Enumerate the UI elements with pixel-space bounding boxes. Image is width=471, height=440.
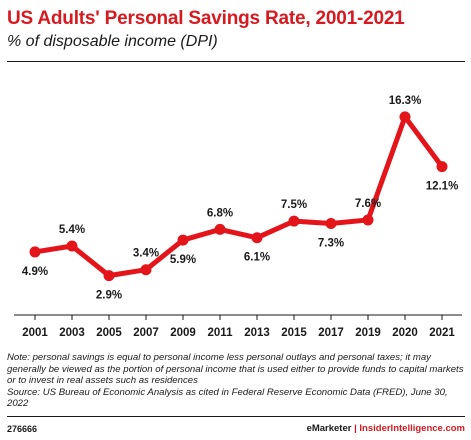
data-labels: 4.9% 5.4% 2.9% 3.4% 5.9% 6.8% 6.1% 7.5% 7.3% 7.6%…: [22, 95, 458, 302]
data-label-2020: 16.3%: [389, 95, 422, 107]
x-tick-label-2005: 2005: [96, 327, 122, 339]
series-line: [32, 114, 445, 279]
title-divider: [7, 61, 465, 62]
data-point-2017: [325, 217, 337, 229]
data-label-2019: 7.6%: [355, 198, 381, 210]
data-label-2011: 6.8%: [207, 207, 233, 219]
data-point-2019: [362, 214, 374, 226]
chart-subtitle: % of disposable income (DPI): [7, 33, 218, 50]
data-point-2020: [399, 111, 411, 123]
data-label-2015: 7.5%: [281, 199, 307, 211]
chart-notes: Note: personal savings is equal to perso…: [7, 352, 469, 410]
x-tick-label-2021: 2021: [429, 327, 455, 339]
brand-credit: eMarketer | InsiderIntelligence.com: [307, 423, 465, 434]
x-tick-label-2015: 2015: [281, 327, 307, 339]
footer-divider: [7, 416, 465, 417]
data-label-2001: 4.9%: [22, 266, 48, 278]
x-tick-label-2013: 2013: [244, 327, 270, 339]
data-point-2021: [436, 161, 448, 173]
x-axis: [14, 314, 462, 320]
data-label-2005: 2.9%: [96, 290, 122, 302]
data-point-2013: [251, 232, 263, 244]
x-tick-label-2003: 2003: [59, 327, 85, 339]
x-tick-label-2011: 2011: [208, 327, 234, 339]
data-points: [29, 111, 448, 282]
source-text: Source: US Bureau of Economic Analysis a…: [7, 386, 448, 410]
data-point-2003: [66, 240, 78, 252]
data-point-2005: [103, 270, 115, 282]
data-label-2003: 5.4%: [59, 224, 85, 236]
data-point-2015: [288, 215, 300, 227]
savings-rate-line-chart: 4.9% 5.4% 2.9% 3.4% 5.9% 6.8% 6.1% 7.5% 7.3% 7.6%…: [14, 95, 462, 339]
x-tick-label-2001: 2001: [22, 327, 48, 339]
data-point-2007: [140, 264, 152, 276]
x-tick-label-2009: 2009: [170, 327, 196, 339]
data-label-2013: 6.1%: [244, 252, 270, 264]
x-tick-label-2007: 2007: [133, 327, 159, 339]
chart-id: 276666: [7, 424, 38, 434]
data-point-2009: [177, 234, 189, 246]
note-text: Note: personal savings is equal to perso…: [7, 352, 464, 387]
data-point-2001: [29, 246, 41, 258]
series-polyline: [32, 114, 445, 279]
x-tick-label-2020: 2020: [392, 327, 418, 339]
chart-title: US Adults' Personal Savings Rate, 2001-2…: [7, 8, 405, 29]
brand-separator: |: [354, 423, 357, 434]
x-tick-label-2019: 2019: [355, 327, 381, 339]
data-label-2017: 7.3%: [318, 237, 344, 249]
x-tick-label-2017: 2017: [318, 327, 344, 339]
brand-site: InsiderIntelligence.com: [359, 423, 465, 434]
data-label-2021: 12.1%: [426, 181, 459, 193]
brand-name: eMarketer: [306, 423, 352, 434]
data-label-2009: 5.9%: [170, 254, 196, 266]
data-label-2007: 3.4%: [133, 248, 159, 260]
x-tick-labels: 2001 2003 2005 2007 2009 2011 2013 2015 2017 2019…: [22, 327, 455, 339]
data-point-2011: [214, 223, 226, 235]
